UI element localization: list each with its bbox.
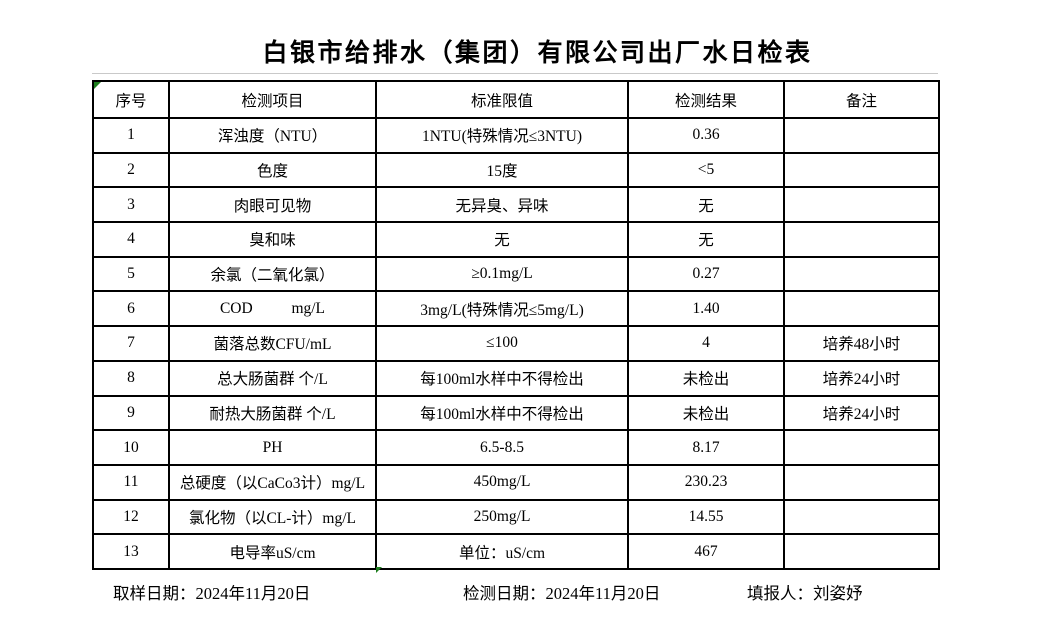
cell-limit[interactable]: 6.5-8.5: [375, 429, 629, 466]
cell-remark[interactable]: [783, 463, 940, 501]
cell-limit[interactable]: 15度: [375, 151, 629, 189]
cell-limit[interactable]: ≥0.1mg/L: [375, 255, 629, 293]
table-row: 4 臭和味无无: [92, 221, 940, 258]
cell-remark[interactable]: 培养24小时: [783, 359, 940, 397]
table-row: 6 COD mg/L 3mg/L(特殊情况≤5mg/L) 1.40: [92, 290, 940, 328]
cell-limit[interactable]: ≤100: [375, 325, 629, 362]
cell-index[interactable]: 11: [92, 463, 170, 501]
cell-result[interactable]: 0.36: [627, 117, 785, 154]
cell-item[interactable]: 总大肠菌群 个/L: [168, 359, 377, 397]
cell-limit[interactable]: 无异臭、异味: [375, 186, 629, 224]
fill-handle-icon: [376, 567, 382, 573]
sample-date-label: 取样日期：2024年11月20日: [113, 584, 311, 603]
cell-remark[interactable]: [783, 117, 940, 154]
cell-item[interactable]: COD mg/L: [168, 290, 377, 328]
daily-inspection-table: 序号 检测项目 标准限值 检测结果 备注 1 浑浊度（NTU） 1NTU(特殊情况≤…: [92, 80, 940, 570]
cell-item[interactable]: 肉眼可见物: [168, 186, 377, 224]
cell-index[interactable]: 13: [92, 533, 170, 570]
cell-result[interactable]: <5: [627, 151, 785, 189]
cell-item[interactable]: 电导率uS/cm: [168, 533, 377, 570]
cell-item[interactable]: 氯化物（以CL-计）mg/L: [168, 498, 377, 536]
table-row: 2 色度 15度 <5: [92, 151, 940, 189]
cell-item[interactable]: 余氯（二氧化氯）: [168, 255, 377, 293]
cell-limit[interactable]: 450mg/L: [375, 463, 629, 501]
header-index: 序号: [92, 80, 170, 119]
cell-result[interactable]: 1.40: [627, 290, 785, 328]
cell-limit[interactable]: 1NTU(特殊情况≤3NTU): [375, 117, 629, 154]
cell-result[interactable]: 无: [627, 221, 785, 258]
cell-item[interactable]: 菌落总数CFU/mL: [168, 325, 377, 362]
cell-remark[interactable]: [783, 151, 940, 189]
cell-item[interactable]: 浑浊度（NTU）: [168, 117, 377, 154]
page-title: 白银市给排水（集团）有限公司出厂水日检表: [262, 40, 813, 67]
cell-item[interactable]: PH: [168, 429, 377, 466]
test-date-label: 检测日期：2024年11月20日: [463, 584, 661, 603]
cell-remark[interactable]: [783, 290, 940, 328]
cell-index[interactable]: 1: [92, 117, 170, 154]
table-row: 5 余氯（二氧化氯） ≥0.1mg/L 0.27: [92, 255, 940, 293]
table-row: 9 耐热大肠菌群 个/L 每100ml水样中不得检出 未检出 培养24小时: [92, 394, 940, 432]
cell-limit[interactable]: 250mg/L: [375, 498, 629, 536]
cell-result[interactable]: 8.17: [627, 429, 785, 466]
header-result: 检测结果: [627, 80, 785, 119]
cell-limit[interactable]: 每100ml水样中不得检出: [375, 394, 629, 432]
cell-index[interactable]: 8: [92, 359, 170, 397]
cell-remark[interactable]: [783, 186, 940, 224]
cell-index[interactable]: 10: [92, 429, 170, 466]
cell-index[interactable]: 3: [92, 186, 170, 224]
cell-remark[interactable]: [783, 221, 940, 258]
cell-result[interactable]: 未检出: [627, 394, 785, 432]
cell-result[interactable]: 未检出: [627, 359, 785, 397]
cell-index[interactable]: 9: [92, 394, 170, 432]
cell-remark[interactable]: [783, 533, 940, 570]
table-row: 7 菌落总数CFU/mL ≤100 4 培养48小时: [92, 325, 940, 362]
cell-limit[interactable]: 每100ml水样中不得检出: [375, 359, 629, 397]
cell-remark[interactable]: 培养48小时: [783, 325, 940, 362]
table-row: 11 总硬度（以CaCo3计）mg/L 450mg/L 230.23: [92, 463, 940, 501]
cell-index[interactable]: 5: [92, 255, 170, 293]
header-row: 序号 检测项目 标准限值 检测结果 备注: [92, 80, 940, 119]
cell-limit[interactable]: 单位：uS/cm: [375, 533, 629, 570]
cell-index[interactable]: 12: [92, 498, 170, 536]
cell-item[interactable]: 臭和味: [168, 221, 377, 258]
cell-result[interactable]: 0.27: [627, 255, 785, 293]
gridline: [92, 73, 938, 74]
table-row: 12 氯化物（以CL-计）mg/L 250mg/L 14.55: [92, 498, 940, 536]
cell-index[interactable]: 6: [92, 290, 170, 328]
table-row: 13 电导率uS/cm 单位：uS/cm 467: [92, 533, 940, 570]
table-body: 1 浑浊度（NTU） 1NTU(特殊情况≤3NTU) 0.36 2 色度 15度 <5 3 肉眼可…: [92, 117, 940, 570]
cell-index[interactable]: 7: [92, 325, 170, 362]
cell-result[interactable]: 467: [627, 533, 785, 570]
cell-result[interactable]: 4: [627, 325, 785, 362]
cell-result[interactable]: 230.23: [627, 463, 785, 501]
header-remark: 备注: [783, 80, 940, 119]
cell-limit[interactable]: 无: [375, 221, 629, 258]
reporter-label: 填报人：刘姿妤: [747, 584, 863, 603]
header-item: 检测项目: [168, 80, 377, 119]
cell-remark[interactable]: [783, 429, 940, 466]
cell-error-indicator-icon: [94, 82, 101, 89]
cell-index[interactable]: 4: [92, 221, 170, 258]
cell-remark[interactable]: [783, 255, 940, 293]
cell-item[interactable]: 色度: [168, 151, 377, 189]
cell-index[interactable]: 2: [92, 151, 170, 189]
cell-result[interactable]: 14.55: [627, 498, 785, 536]
cell-item[interactable]: 总硬度（以CaCo3计）mg/L: [168, 463, 377, 501]
cell-remark[interactable]: [783, 498, 940, 536]
table-row: 1 浑浊度（NTU） 1NTU(特殊情况≤3NTU) 0.36: [92, 117, 940, 154]
cell-remark[interactable]: 培养24小时: [783, 394, 940, 432]
table-row: 10 PH 6.5-8.5 8.17: [92, 429, 940, 466]
cell-result[interactable]: 无: [627, 186, 785, 224]
table-row: 3 肉眼可见物 无异臭、异味无: [92, 186, 940, 224]
cell-limit[interactable]: 3mg/L(特殊情况≤5mg/L): [375, 290, 629, 328]
table-row: 8 总大肠菌群 个/L 每100ml水样中不得检出 未检出 培养24小时: [92, 359, 940, 397]
header-limit: 标准限值: [375, 80, 629, 119]
cell-item[interactable]: 耐热大肠菌群 个/L: [168, 394, 377, 432]
